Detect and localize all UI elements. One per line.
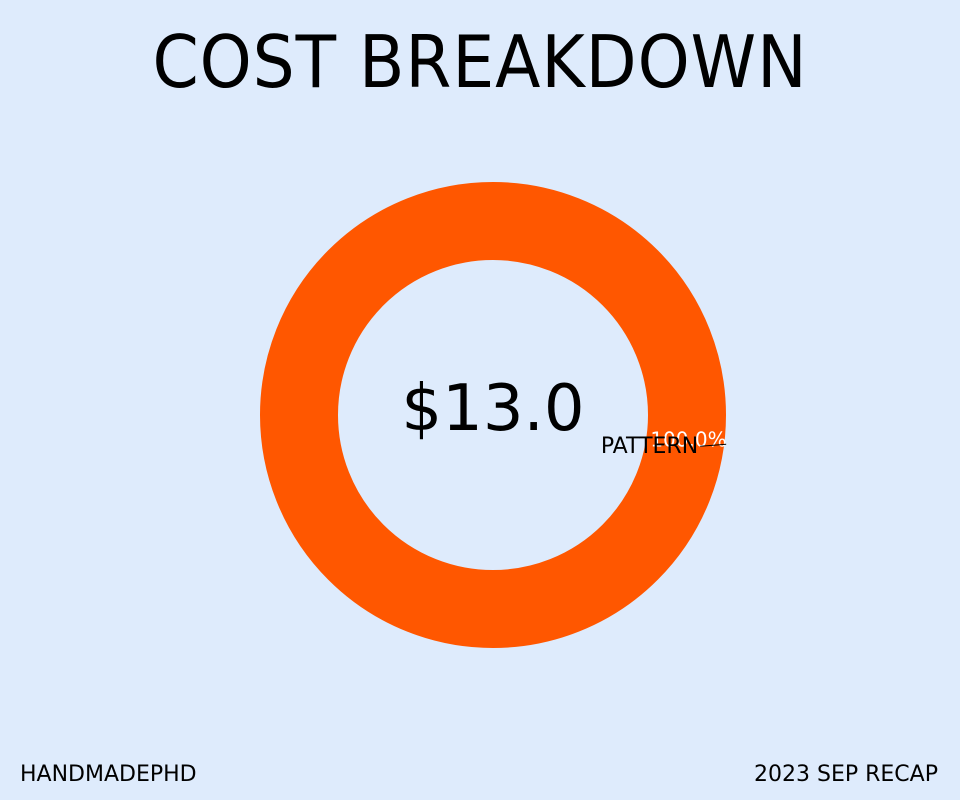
- slice-labels: 100.0%PATTERN: [601, 428, 727, 459]
- donut-slice-pattern: [260, 182, 726, 648]
- chart-title: COST BREAKDOWN: [152, 20, 808, 104]
- footer-brand: HANDMADEPHD: [20, 762, 197, 787]
- slice-percent-label: 100.0%: [650, 428, 726, 452]
- center-total-label: $13.0: [401, 372, 584, 446]
- footer-period: 2023 SEP RECAP: [754, 762, 938, 787]
- slice-category-label: PATTERN: [601, 434, 698, 459]
- donut-slices: [260, 182, 726, 648]
- slice-leader-line: [700, 443, 727, 447]
